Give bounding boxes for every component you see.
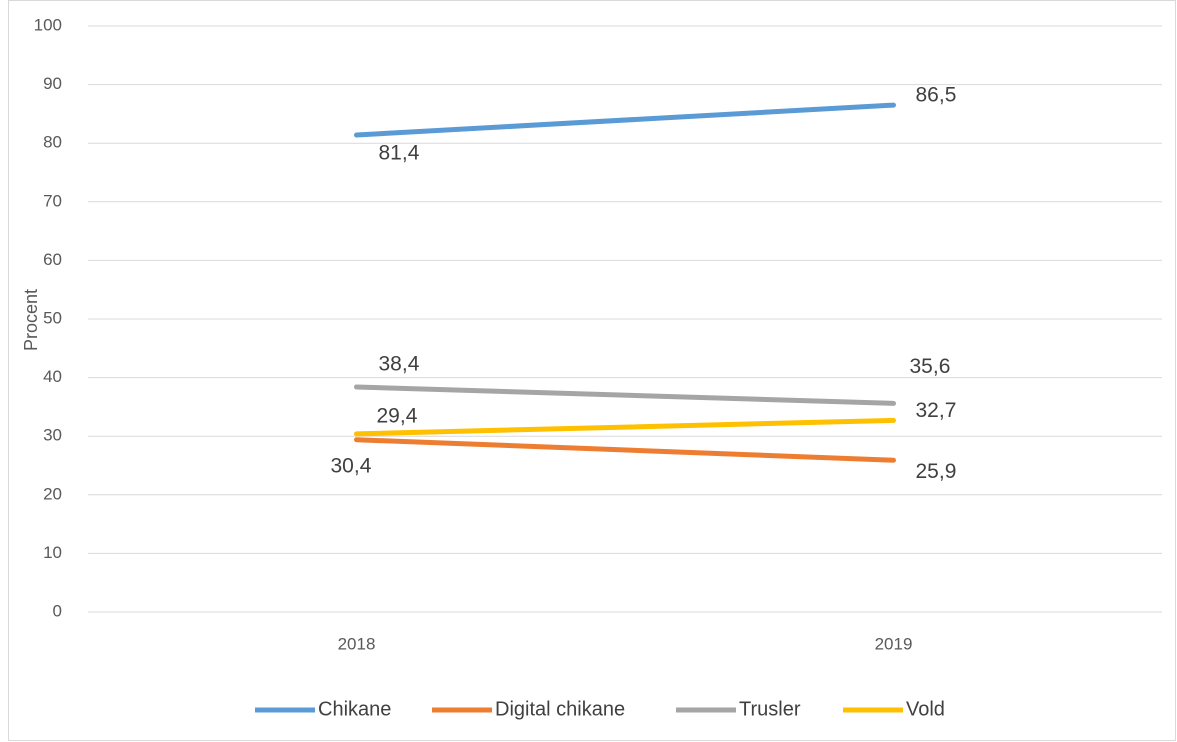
y-tick-label: 80: [43, 133, 62, 152]
y-tick-label: 90: [43, 74, 62, 93]
legend-label: Vold: [906, 698, 945, 720]
y-axis-title: Procent: [21, 289, 41, 351]
chart-frame: [8, 0, 1176, 741]
data-label: 32,7: [916, 399, 957, 422]
x-tick-label: 2018: [338, 634, 376, 653]
y-tick-label: 10: [43, 543, 62, 562]
line: [354, 417, 896, 437]
line: [354, 384, 896, 406]
data-label: 86,5: [916, 84, 957, 107]
y-tick-label: 0: [53, 601, 62, 620]
data-label: 29,4: [377, 404, 418, 427]
data-label: 35,6: [910, 355, 951, 378]
y-tick-label: 20: [43, 484, 62, 503]
y-tick-label: 70: [43, 191, 62, 210]
legend-label: Trusler: [739, 698, 801, 720]
data-label: 25,9: [916, 460, 957, 483]
y-tick-label: 100: [34, 15, 62, 34]
data-label: 38,4: [379, 353, 420, 376]
data-label: 30,4: [331, 454, 372, 477]
y-tick-label: 30: [43, 426, 62, 445]
y-tick-label: 40: [43, 367, 62, 386]
y-tick-label: 60: [43, 250, 62, 269]
line: [354, 437, 896, 463]
line: [354, 102, 896, 138]
data-label: 81,4: [379, 142, 420, 165]
y-tick-label: 50: [43, 308, 62, 327]
legend-label: Chikane: [318, 698, 391, 720]
legend-label: Digital chikane: [495, 698, 625, 720]
x-tick-label: 2019: [875, 634, 913, 653]
